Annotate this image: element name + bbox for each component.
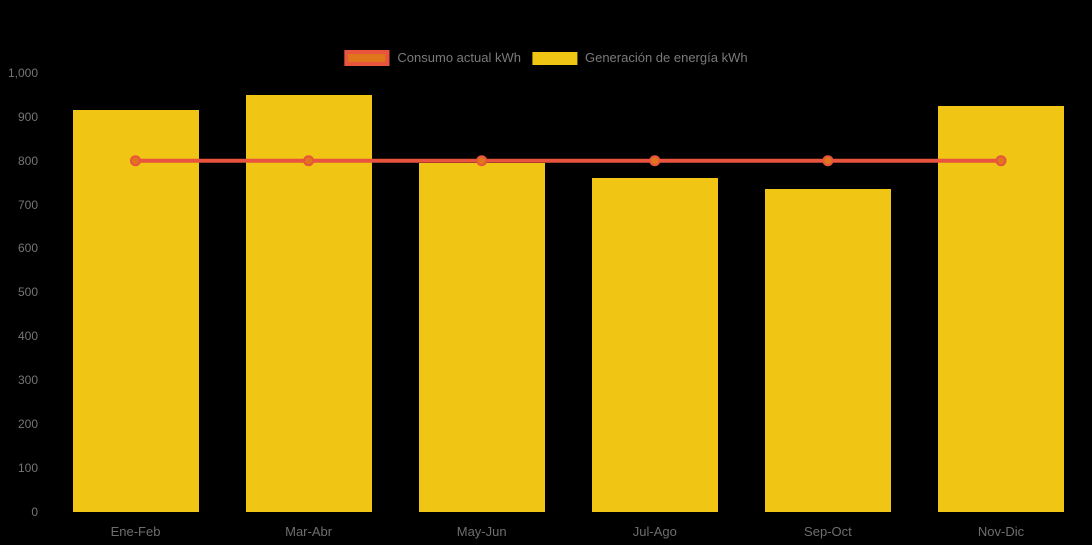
legend-line-swatch-icon [344,50,390,66]
legend-item-consumo-actual[interactable]: Consumo actual kWh [344,48,521,68]
y-axis-tick-label: 800 [17,153,38,168]
bar-May-Jun[interactable] [418,162,545,512]
line-marker-Jul-Ago[interactable] [649,155,661,167]
legend-label-consumo-actual: Consumo actual kWh [397,50,521,65]
line-marker-Mar-Abr[interactable] [303,155,315,167]
line-marker-Nov-Dic[interactable] [995,155,1007,167]
legend-bar-swatch-icon [531,51,577,65]
legend: Consumo actual kWh Generación de energía… [344,48,748,68]
y-axis-tick-label: 300 [17,372,38,387]
y-axis-tick-label: 200 [17,416,38,431]
legend-label-generacion-energia: Generación de energía kWh [584,50,748,65]
x-axis-label-Ene-Feb: Ene-Feb [110,524,161,539]
line-marker-Ene-Feb[interactable] [130,155,141,167]
bar-Jul-Ago[interactable] [591,178,718,512]
x-axis-label-Sep-Oct: Sep-Oct [804,524,852,539]
y-axis-tick-label: 500 [17,285,38,300]
x-axis-label-May-Jun: May-Jun [456,524,507,539]
x-axis-label-Nov-Dic: Nov-Dic [977,524,1025,539]
line-marker-Sep-Oct[interactable] [822,155,834,167]
x-axis-label-Jul-Ago: Jul-Ago [632,524,677,539]
y-axis-tick-label: 700 [17,197,38,212]
y-axis-tick-label: 0 [31,504,38,519]
y-axis-tick-label: 1,000 [7,66,38,80]
legend-item-generacion-energia[interactable]: Generación de energía kWh [531,48,748,68]
bar-Nov-Dic[interactable] [938,105,1064,512]
line-marker-May-Jun[interactable] [476,155,488,167]
bar-Ene-Feb[interactable] [72,110,199,512]
y-axis-tick-label: 100 [17,460,38,475]
x-axis-label-Mar-Abr: Mar-Abr [285,524,333,539]
y-axis-tick-label: 900 [17,109,38,124]
bar-Sep-Oct[interactable] [764,189,891,512]
y-axis-tick-label: 600 [17,241,38,256]
y-axis-tick-label: 400 [17,329,38,344]
